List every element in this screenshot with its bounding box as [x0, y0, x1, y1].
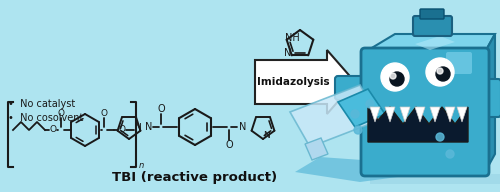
Polygon shape [445, 107, 455, 122]
Polygon shape [365, 34, 495, 52]
Text: N: N [262, 132, 270, 141]
Text: O: O [157, 104, 165, 114]
Text: n: n [138, 161, 143, 170]
Circle shape [446, 150, 454, 158]
Text: TBI (reactive product): TBI (reactive product) [112, 170, 278, 184]
Text: O: O [58, 108, 64, 118]
Text: O: O [118, 126, 126, 135]
Polygon shape [305, 138, 328, 160]
Circle shape [381, 63, 409, 91]
Polygon shape [457, 107, 467, 122]
Polygon shape [385, 107, 395, 122]
Text: O: O [50, 126, 56, 135]
Polygon shape [415, 107, 425, 122]
Circle shape [390, 72, 404, 86]
FancyBboxPatch shape [420, 9, 444, 19]
Polygon shape [290, 85, 380, 147]
Text: N: N [240, 122, 246, 132]
Polygon shape [370, 107, 380, 122]
Circle shape [436, 133, 444, 141]
Text: N: N [134, 123, 141, 132]
Circle shape [366, 100, 374, 108]
Polygon shape [255, 50, 355, 114]
Text: •  No cosolvent: • No cosolvent [8, 113, 84, 123]
FancyBboxPatch shape [481, 79, 500, 117]
Text: Imidazolysis: Imidazolysis [256, 77, 330, 87]
FancyBboxPatch shape [413, 16, 452, 36]
Polygon shape [430, 107, 440, 122]
Circle shape [354, 126, 362, 134]
Text: O: O [225, 140, 233, 150]
Text: N: N [284, 48, 292, 58]
Circle shape [390, 73, 396, 79]
Polygon shape [400, 107, 410, 122]
Circle shape [351, 110, 359, 118]
Polygon shape [338, 89, 385, 127]
FancyBboxPatch shape [335, 76, 369, 100]
Text: •  No catalyst: • No catalyst [8, 99, 75, 109]
Polygon shape [295, 157, 420, 182]
Text: NH: NH [286, 33, 300, 43]
FancyBboxPatch shape [361, 48, 489, 176]
Text: O: O [100, 108, 107, 118]
Polygon shape [370, 174, 500, 184]
Circle shape [426, 58, 454, 86]
Polygon shape [415, 36, 455, 50]
FancyBboxPatch shape [446, 52, 472, 74]
Circle shape [437, 68, 443, 74]
Text: N: N [146, 122, 152, 132]
Circle shape [436, 67, 450, 81]
Polygon shape [485, 34, 495, 172]
Polygon shape [368, 107, 468, 142]
